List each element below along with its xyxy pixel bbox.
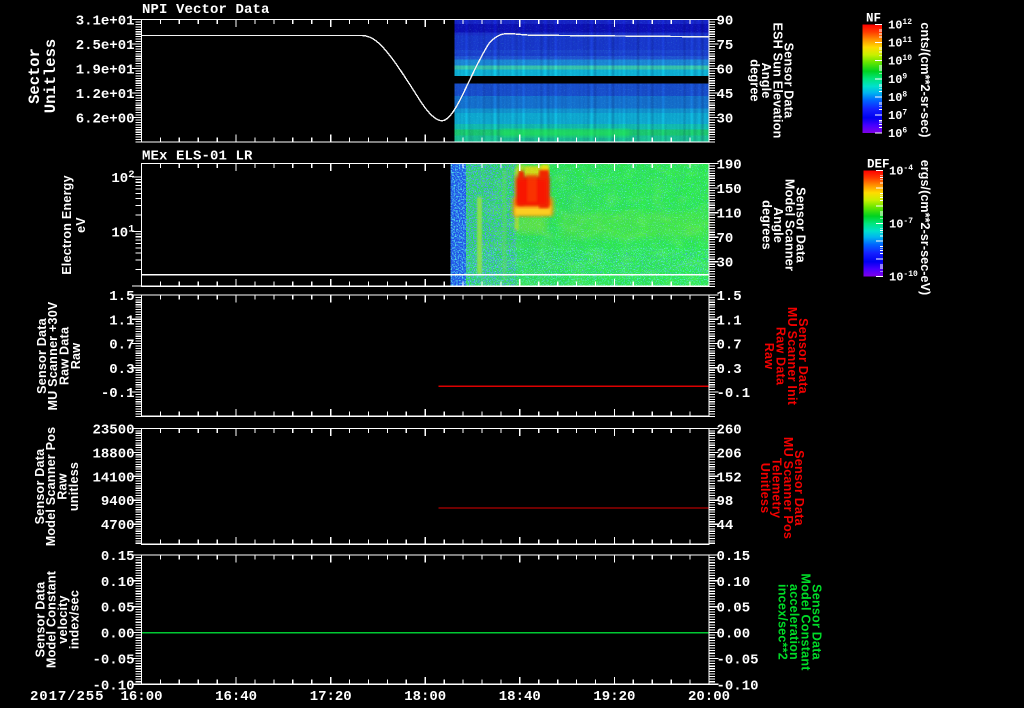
svg-text:0.7: 0.7 <box>717 338 742 354</box>
svg-text:0.05: 0.05 <box>101 601 135 617</box>
svg-text:ergs/(cm**2-sr-sec-eV): ergs/(cm**2-sr-sec-eV) <box>918 160 932 296</box>
svg-text:16:00: 16:00 <box>120 689 162 705</box>
svg-text:1.1: 1.1 <box>109 313 134 329</box>
svg-text:60: 60 <box>717 63 734 79</box>
svg-text:0.15: 0.15 <box>717 549 751 565</box>
svg-text:0.3: 0.3 <box>109 362 134 378</box>
svg-text:Sensor DataModel ScannerAngled: Sensor DataModel ScannerAngledegrees <box>760 179 808 271</box>
svg-text:150: 150 <box>717 182 742 198</box>
svg-text:3.1e+01: 3.1e+01 <box>76 14 135 30</box>
svg-text:0.10: 0.10 <box>101 575 135 591</box>
svg-text:110: 110 <box>717 207 742 223</box>
svg-text:MEx ELS-01 LR: MEx ELS-01 LR <box>142 149 253 165</box>
svg-text:2.5e+01: 2.5e+01 <box>76 38 135 54</box>
svg-text:cnts/(cm**2-sr-sec): cnts/(cm**2-sr-sec) <box>918 22 932 137</box>
svg-text:16:40: 16:40 <box>215 689 257 705</box>
svg-text:44: 44 <box>717 518 734 534</box>
svg-text:98: 98 <box>717 494 734 510</box>
svg-text:0.7: 0.7 <box>109 338 134 354</box>
svg-text:Sensor DataModel Constantaccel: Sensor DataModel Constantaccelerationinc… <box>776 573 824 671</box>
svg-text:0.10: 0.10 <box>717 575 751 591</box>
svg-text:2017/255: 2017/255 <box>30 689 104 705</box>
svg-text:70: 70 <box>717 231 734 247</box>
svg-text:1.2e+01: 1.2e+01 <box>76 87 135 103</box>
svg-text:DEF: DEF <box>867 158 890 172</box>
svg-text:14100: 14100 <box>92 470 134 486</box>
svg-text:75: 75 <box>717 38 734 54</box>
svg-text:1.5: 1.5 <box>109 289 134 305</box>
svg-text:1.1: 1.1 <box>717 313 742 329</box>
svg-text:Electron EnergyeV: Electron EnergyeV <box>60 175 88 275</box>
svg-text:0.3: 0.3 <box>717 362 742 378</box>
svg-text:0.00: 0.00 <box>717 627 751 643</box>
svg-text:Sensor DataModel Scanner PosRa: Sensor DataModel Scanner PosRawunitless <box>33 427 81 547</box>
svg-text:0.15: 0.15 <box>101 549 135 565</box>
svg-text:9400: 9400 <box>101 494 135 510</box>
svg-text:30: 30 <box>717 256 734 272</box>
svg-text:Sensor DataMU Scanner PosTelem: Sensor DataMU Scanner PosTelemetryUnitle… <box>758 437 806 539</box>
svg-text:190: 190 <box>717 158 742 174</box>
svg-text:20:00: 20:00 <box>688 689 730 705</box>
svg-text:NF: NF <box>866 12 881 26</box>
svg-text:SectorUnitless: SectorUnitless <box>26 39 60 113</box>
svg-text:6.2e+00: 6.2e+00 <box>76 112 135 128</box>
svg-text:152: 152 <box>717 470 742 486</box>
svg-text:-0.1: -0.1 <box>101 386 135 402</box>
svg-text:0.05: 0.05 <box>717 601 751 617</box>
svg-text:Sensor DataMU Scanner +30VRaw: Sensor DataMU Scanner +30VRaw DataRaw <box>35 301 83 410</box>
svg-text:45: 45 <box>717 87 734 103</box>
svg-text:-0.10: -0.10 <box>717 678 759 694</box>
svg-text:206: 206 <box>717 446 742 462</box>
svg-text:23500: 23500 <box>92 423 134 439</box>
svg-text:Sensor DataMU Scanner InitRaw: Sensor DataMU Scanner InitRaw DataRaw <box>762 307 810 406</box>
svg-text:NPI Vector Data: NPI Vector Data <box>142 2 270 18</box>
svg-text:18:00: 18:00 <box>404 689 446 705</box>
svg-text:Sensor DataESH Sun ElevationAn: Sensor DataESH Sun ElevationAngledegree <box>748 22 796 138</box>
svg-text:1.5: 1.5 <box>717 289 742 305</box>
svg-text:4700: 4700 <box>101 518 135 534</box>
svg-text:-0.05: -0.05 <box>92 652 134 668</box>
svg-text:-0.05: -0.05 <box>717 652 759 668</box>
svg-text:0.00: 0.00 <box>101 627 135 643</box>
svg-text:19:20: 19:20 <box>593 689 635 705</box>
svg-text:-0.10: -0.10 <box>92 678 134 694</box>
svg-text:260: 260 <box>717 423 742 439</box>
svg-text:30: 30 <box>717 112 734 128</box>
svg-text:-0.1: -0.1 <box>717 386 751 402</box>
svg-text:17:20: 17:20 <box>310 689 352 705</box>
svg-text:Sensor DataModel Constantveloc: Sensor DataModel Constantvelocityindex/s… <box>33 570 81 668</box>
svg-text:18:40: 18:40 <box>499 689 541 705</box>
svg-text:18800: 18800 <box>92 446 134 462</box>
svg-text:90: 90 <box>717 14 734 30</box>
svg-text:1.9e+01: 1.9e+01 <box>76 63 135 79</box>
